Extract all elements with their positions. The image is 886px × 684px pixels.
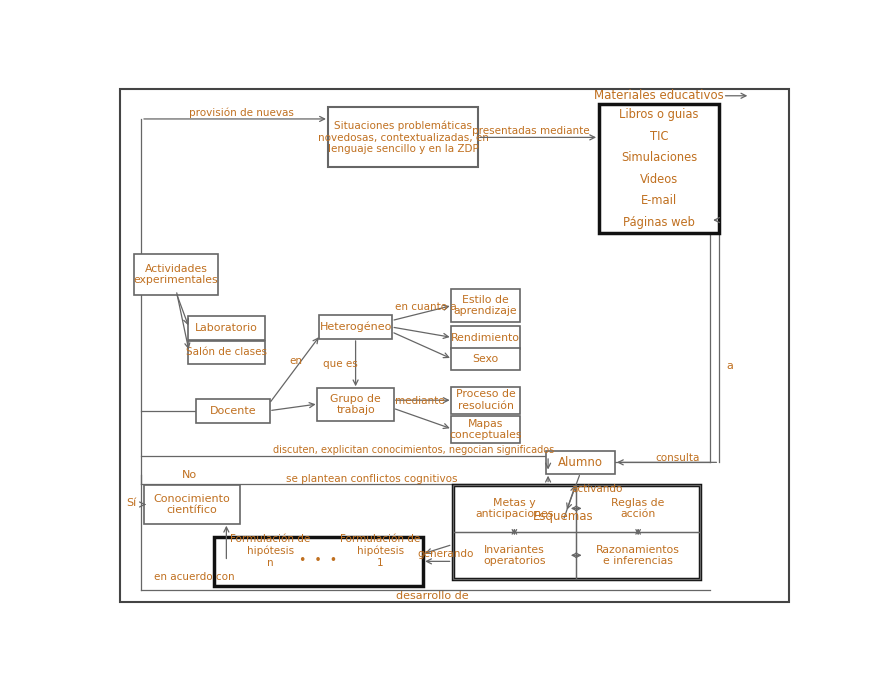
- FancyBboxPatch shape: [328, 107, 478, 168]
- Text: mediante: mediante: [395, 396, 445, 406]
- Text: Proceso de
resolución: Proceso de resolución: [455, 389, 515, 411]
- FancyBboxPatch shape: [598, 104, 719, 233]
- FancyBboxPatch shape: [196, 399, 269, 423]
- Text: presentadas: presentadas: [471, 126, 536, 135]
- Text: Sí: Sí: [126, 499, 136, 508]
- Text: consulta: consulta: [655, 453, 699, 463]
- Text: •  •  •: • • •: [299, 554, 338, 567]
- Text: Simulaciones: Simulaciones: [620, 151, 696, 164]
- Text: Heterogéneo: Heterogéneo: [319, 321, 392, 332]
- FancyBboxPatch shape: [214, 537, 423, 586]
- Text: Sexo: Sexo: [472, 354, 498, 364]
- Text: Razonamientos
e inferencias: Razonamientos e inferencias: [595, 544, 680, 566]
- FancyBboxPatch shape: [144, 485, 239, 524]
- Text: Esquemas: Esquemas: [532, 510, 593, 523]
- Text: Salón de clases: Salón de clases: [186, 347, 267, 357]
- FancyBboxPatch shape: [450, 348, 520, 370]
- Text: Formulación de
hipótesis
1: Formulación de hipótesis 1: [340, 534, 420, 568]
- FancyBboxPatch shape: [134, 254, 218, 295]
- Text: en cuanto a: en cuanto a: [394, 302, 456, 313]
- Text: No: No: [182, 470, 197, 480]
- Text: Conocimiento
científico: Conocimiento científico: [153, 494, 230, 515]
- FancyBboxPatch shape: [452, 485, 699, 579]
- Text: Mapas
conceptuales: Mapas conceptuales: [449, 419, 521, 440]
- Text: Estilo de
aprendizaje: Estilo de aprendizaje: [454, 295, 517, 316]
- Text: desarrollo de: desarrollo de: [395, 591, 468, 601]
- FancyBboxPatch shape: [545, 451, 614, 474]
- Text: Grupo de
trabajo: Grupo de trabajo: [330, 393, 381, 415]
- FancyBboxPatch shape: [188, 317, 265, 340]
- FancyBboxPatch shape: [188, 341, 265, 364]
- Text: generando: generando: [417, 549, 473, 559]
- Text: en acuerdo con: en acuerdo con: [154, 572, 235, 582]
- Text: en: en: [289, 356, 302, 366]
- Text: Laboratorio: Laboratorio: [195, 323, 258, 333]
- Text: activando: activando: [571, 484, 622, 494]
- Text: a: a: [726, 361, 733, 371]
- Text: que es: que es: [323, 359, 357, 369]
- Text: Formulación de
hipótesis
n: Formulación de hipótesis n: [230, 534, 310, 568]
- FancyBboxPatch shape: [317, 388, 393, 421]
- Text: TIC: TIC: [649, 130, 667, 143]
- Text: se plantean conflictos cognitivos: se plantean conflictos cognitivos: [286, 474, 457, 484]
- FancyBboxPatch shape: [450, 386, 520, 414]
- Text: Videos: Videos: [640, 173, 678, 186]
- Text: Invariantes
operatorios: Invariantes operatorios: [483, 544, 545, 566]
- Text: Alumno: Alumno: [557, 456, 602, 469]
- FancyBboxPatch shape: [318, 315, 392, 339]
- FancyBboxPatch shape: [450, 289, 520, 321]
- Text: Rendimiento: Rendimiento: [450, 332, 519, 343]
- FancyBboxPatch shape: [450, 326, 520, 349]
- Text: provisión de nuevas: provisión de nuevas: [189, 107, 293, 118]
- Text: discuten, explicitan conocimientos, negocian significados: discuten, explicitan conocimientos, nego…: [272, 445, 554, 455]
- Text: Reglas de
acción: Reglas de acción: [610, 498, 664, 519]
- Text: Páginas web: Páginas web: [623, 216, 695, 229]
- Text: mediante: mediante: [540, 126, 589, 135]
- Text: Materiales educativos: Materiales educativos: [594, 90, 723, 103]
- Text: Actividades
experimentales: Actividades experimentales: [134, 263, 218, 285]
- Text: Situaciones problemáticas
novedosas, contextualizadas, en
lenguaje sencillo y en: Situaciones problemáticas novedosas, con…: [317, 120, 488, 154]
- FancyBboxPatch shape: [450, 416, 520, 443]
- Text: Libros o guias: Libros o guias: [618, 109, 698, 122]
- Text: Metas y
anticipaciones: Metas y anticipaciones: [475, 498, 553, 519]
- Text: Docente: Docente: [210, 406, 256, 417]
- Text: E-mail: E-mail: [641, 194, 676, 207]
